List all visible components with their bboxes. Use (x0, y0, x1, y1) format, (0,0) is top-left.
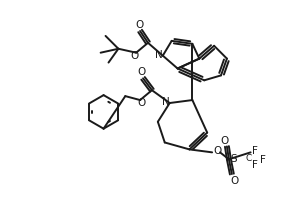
Text: O: O (231, 176, 239, 186)
Text: C: C (245, 154, 252, 163)
Text: F: F (252, 146, 258, 156)
Text: F: F (252, 160, 258, 170)
Text: O: O (137, 68, 145, 77)
Text: O: O (130, 51, 138, 61)
Text: N: N (155, 50, 163, 60)
Text: O: O (137, 98, 145, 108)
Text: O: O (135, 20, 143, 30)
Text: S: S (230, 154, 237, 164)
Text: F: F (260, 155, 266, 165)
Text: N: N (162, 97, 170, 107)
Text: O: O (213, 146, 221, 156)
Text: O: O (221, 135, 229, 145)
